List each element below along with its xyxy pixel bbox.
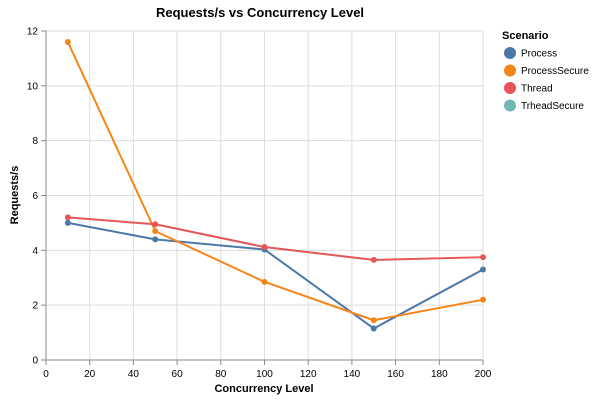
series-line-process	[67, 221, 484, 330]
y-tick-label: 10	[27, 81, 39, 92]
data-point-thread	[261, 244, 268, 251]
y-tick-label: 12	[27, 27, 39, 38]
legend-label-process: Process	[521, 49, 557, 60]
legend-symbol-trheadsecure	[504, 99, 516, 112]
legend-symbol-process	[504, 47, 516, 59]
legend: Scenario Process ProcessSecure Thread Trhea…	[502, 30, 589, 112]
data-point-processsecure	[64, 38, 71, 45]
legend-label-processsecure: ProcessSecure	[521, 66, 589, 77]
x-tick-label: 60	[172, 369, 184, 380]
legend-title: Scenario	[502, 30, 549, 42]
data-point-process	[64, 219, 71, 226]
data-point-thread	[370, 256, 377, 263]
y-tick-label: 0	[32, 356, 38, 367]
y-tick-label: 6	[32, 191, 38, 202]
data-point-processsecure	[370, 317, 377, 324]
data-point-thread	[152, 221, 159, 228]
y-tick-label: 8	[32, 136, 38, 147]
legend-label-thread: Thread	[521, 84, 553, 95]
data-point-process	[480, 266, 486, 273]
y-tick-label: 4	[32, 246, 38, 257]
series-layer	[64, 38, 486, 332]
y-axis-title: Requests/s	[9, 166, 21, 225]
data-point-processsecure	[261, 278, 268, 285]
x-tick-label: 40	[128, 369, 140, 380]
x-tick-label: 80	[215, 369, 227, 380]
legend-label-trheadsecure: TrheadSecure	[521, 101, 584, 112]
x-tick-label: 20	[84, 369, 96, 380]
x-tick-label: 140	[344, 369, 361, 380]
data-point-thread	[480, 254, 486, 261]
series-line-thread	[67, 216, 484, 261]
x-tick-label: 120	[300, 369, 317, 380]
x-tick-label: 100	[256, 369, 273, 380]
data-point-processsecure	[480, 296, 486, 303]
x-tick-label: 160	[387, 369, 404, 380]
legend-symbol-processsecure	[504, 64, 516, 77]
x-axis-title: Concurrency Level	[214, 383, 313, 395]
x-tick-label: 180	[431, 369, 448, 380]
data-point-process	[152, 236, 159, 243]
grid	[45, 30, 484, 361]
data-point-process	[370, 325, 377, 332]
x-tick-label: 0	[43, 369, 49, 380]
y-tick-label: 2	[32, 301, 38, 312]
data-point-processsecure	[152, 228, 159, 235]
data-point-thread	[64, 214, 71, 221]
legend-symbol-thread	[504, 82, 516, 94]
series-line-processsecure	[66, 41, 484, 322]
x-tick-label: 200	[475, 369, 492, 380]
axes: 0 20 40 60 80 100 120 140 160 180 200 0 2 4 6 8 10 12	[27, 27, 492, 381]
chart-title: Requests/s vs Concurrency Level	[156, 5, 364, 20]
